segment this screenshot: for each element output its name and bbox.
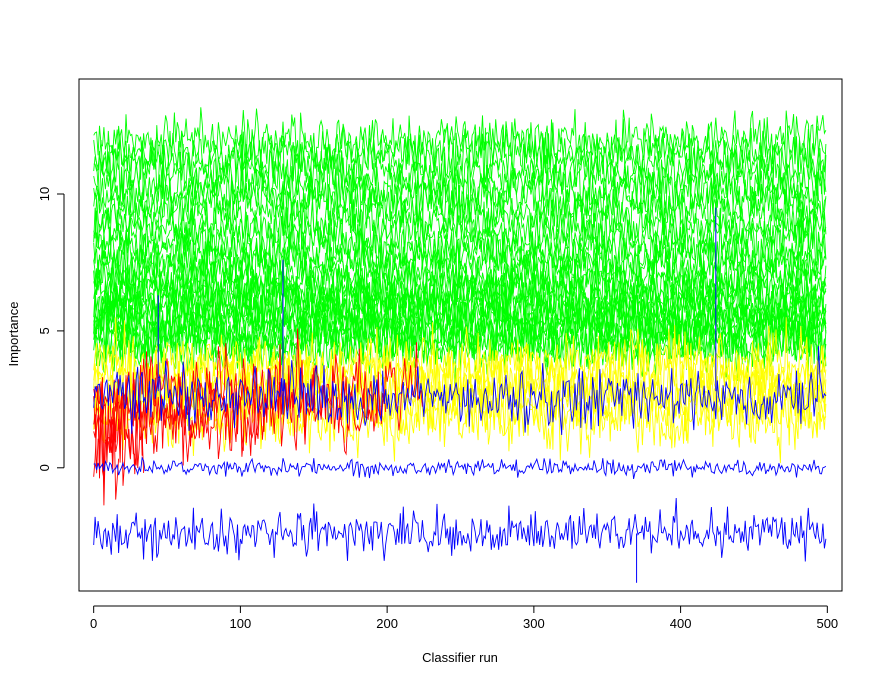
series-line-confirmed-25 xyxy=(93,311,827,378)
series-line-confirmed-9 xyxy=(93,207,827,280)
y-tick-label-2: 10 xyxy=(37,187,52,201)
series-line-shadow-max-38 xyxy=(93,346,827,436)
series-line-rejected-34 xyxy=(93,351,387,479)
series-line-confirmed-3 xyxy=(93,137,827,210)
x-axis-title: Classifier run xyxy=(422,650,498,665)
y-tick-label-1: 5 xyxy=(37,327,52,334)
series-line-rejected-35 xyxy=(93,377,269,484)
x-axis: 0 100 200 300 400 500 xyxy=(90,605,838,631)
series-line-shadow-mean-39 xyxy=(93,456,827,479)
y-tick-label-0: 0 xyxy=(37,464,52,471)
y-axis: 0 5 10 xyxy=(37,187,65,471)
x-tick-label-2: 200 xyxy=(376,616,398,631)
series-layer xyxy=(93,107,827,583)
x-tick-label-1: 100 xyxy=(230,616,252,631)
x-tick-label-4: 400 xyxy=(670,616,692,631)
y-axis-title: Importance xyxy=(6,301,21,366)
plot-frame xyxy=(78,78,843,592)
x-tick-label-5: 500 xyxy=(816,616,838,631)
series-line-confirmed-2 xyxy=(93,125,827,193)
series-line-confirmed-24 xyxy=(93,302,827,376)
series-line-tentative-28 xyxy=(93,325,827,419)
series-line-confirmed-4 xyxy=(93,144,827,216)
series-line-shadow-min-40 xyxy=(93,497,827,562)
series-line-rejected-36 xyxy=(93,381,145,506)
series-line-tentative-32 xyxy=(93,378,827,464)
series-line-confirmed-0 xyxy=(93,107,827,170)
x-tick-label-3: 300 xyxy=(523,616,545,631)
series-line-rejected-37 xyxy=(93,411,120,500)
x-tick-label-0: 0 xyxy=(90,616,97,631)
